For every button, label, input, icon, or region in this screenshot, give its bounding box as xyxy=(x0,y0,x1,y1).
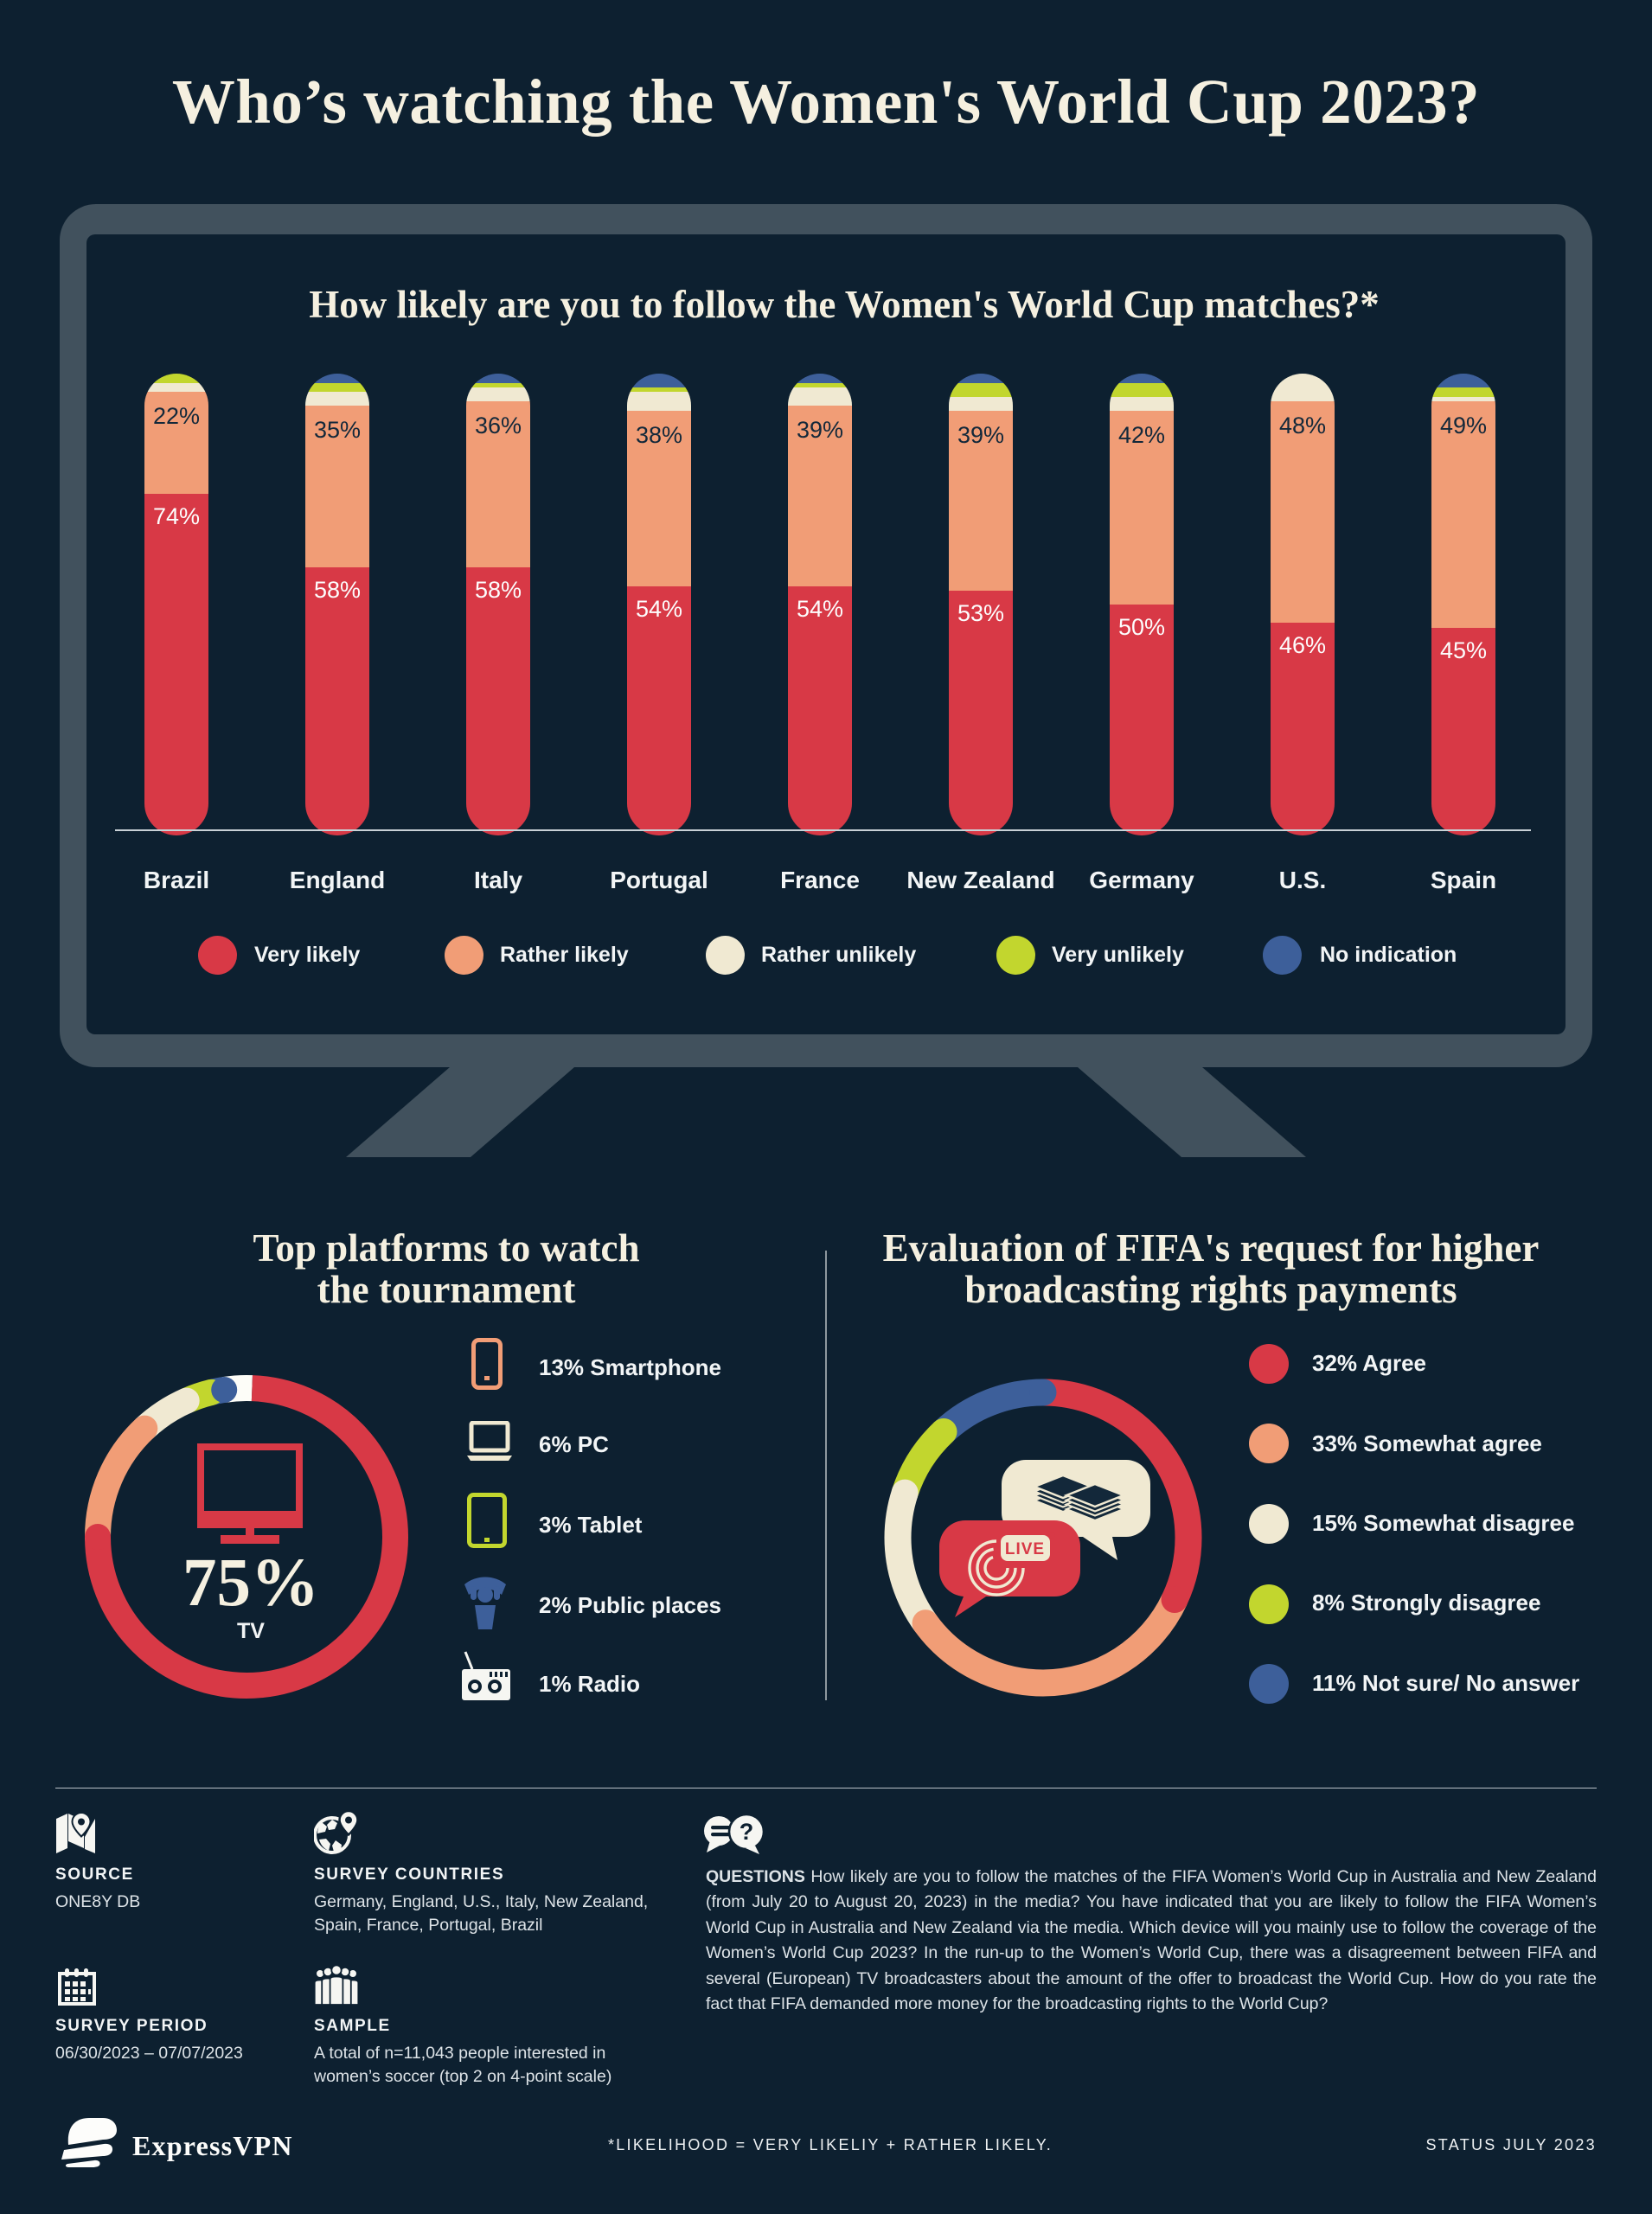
svg-text:?: ? xyxy=(740,1819,754,1845)
svg-text:LIVE: LIVE xyxy=(1005,1540,1045,1558)
